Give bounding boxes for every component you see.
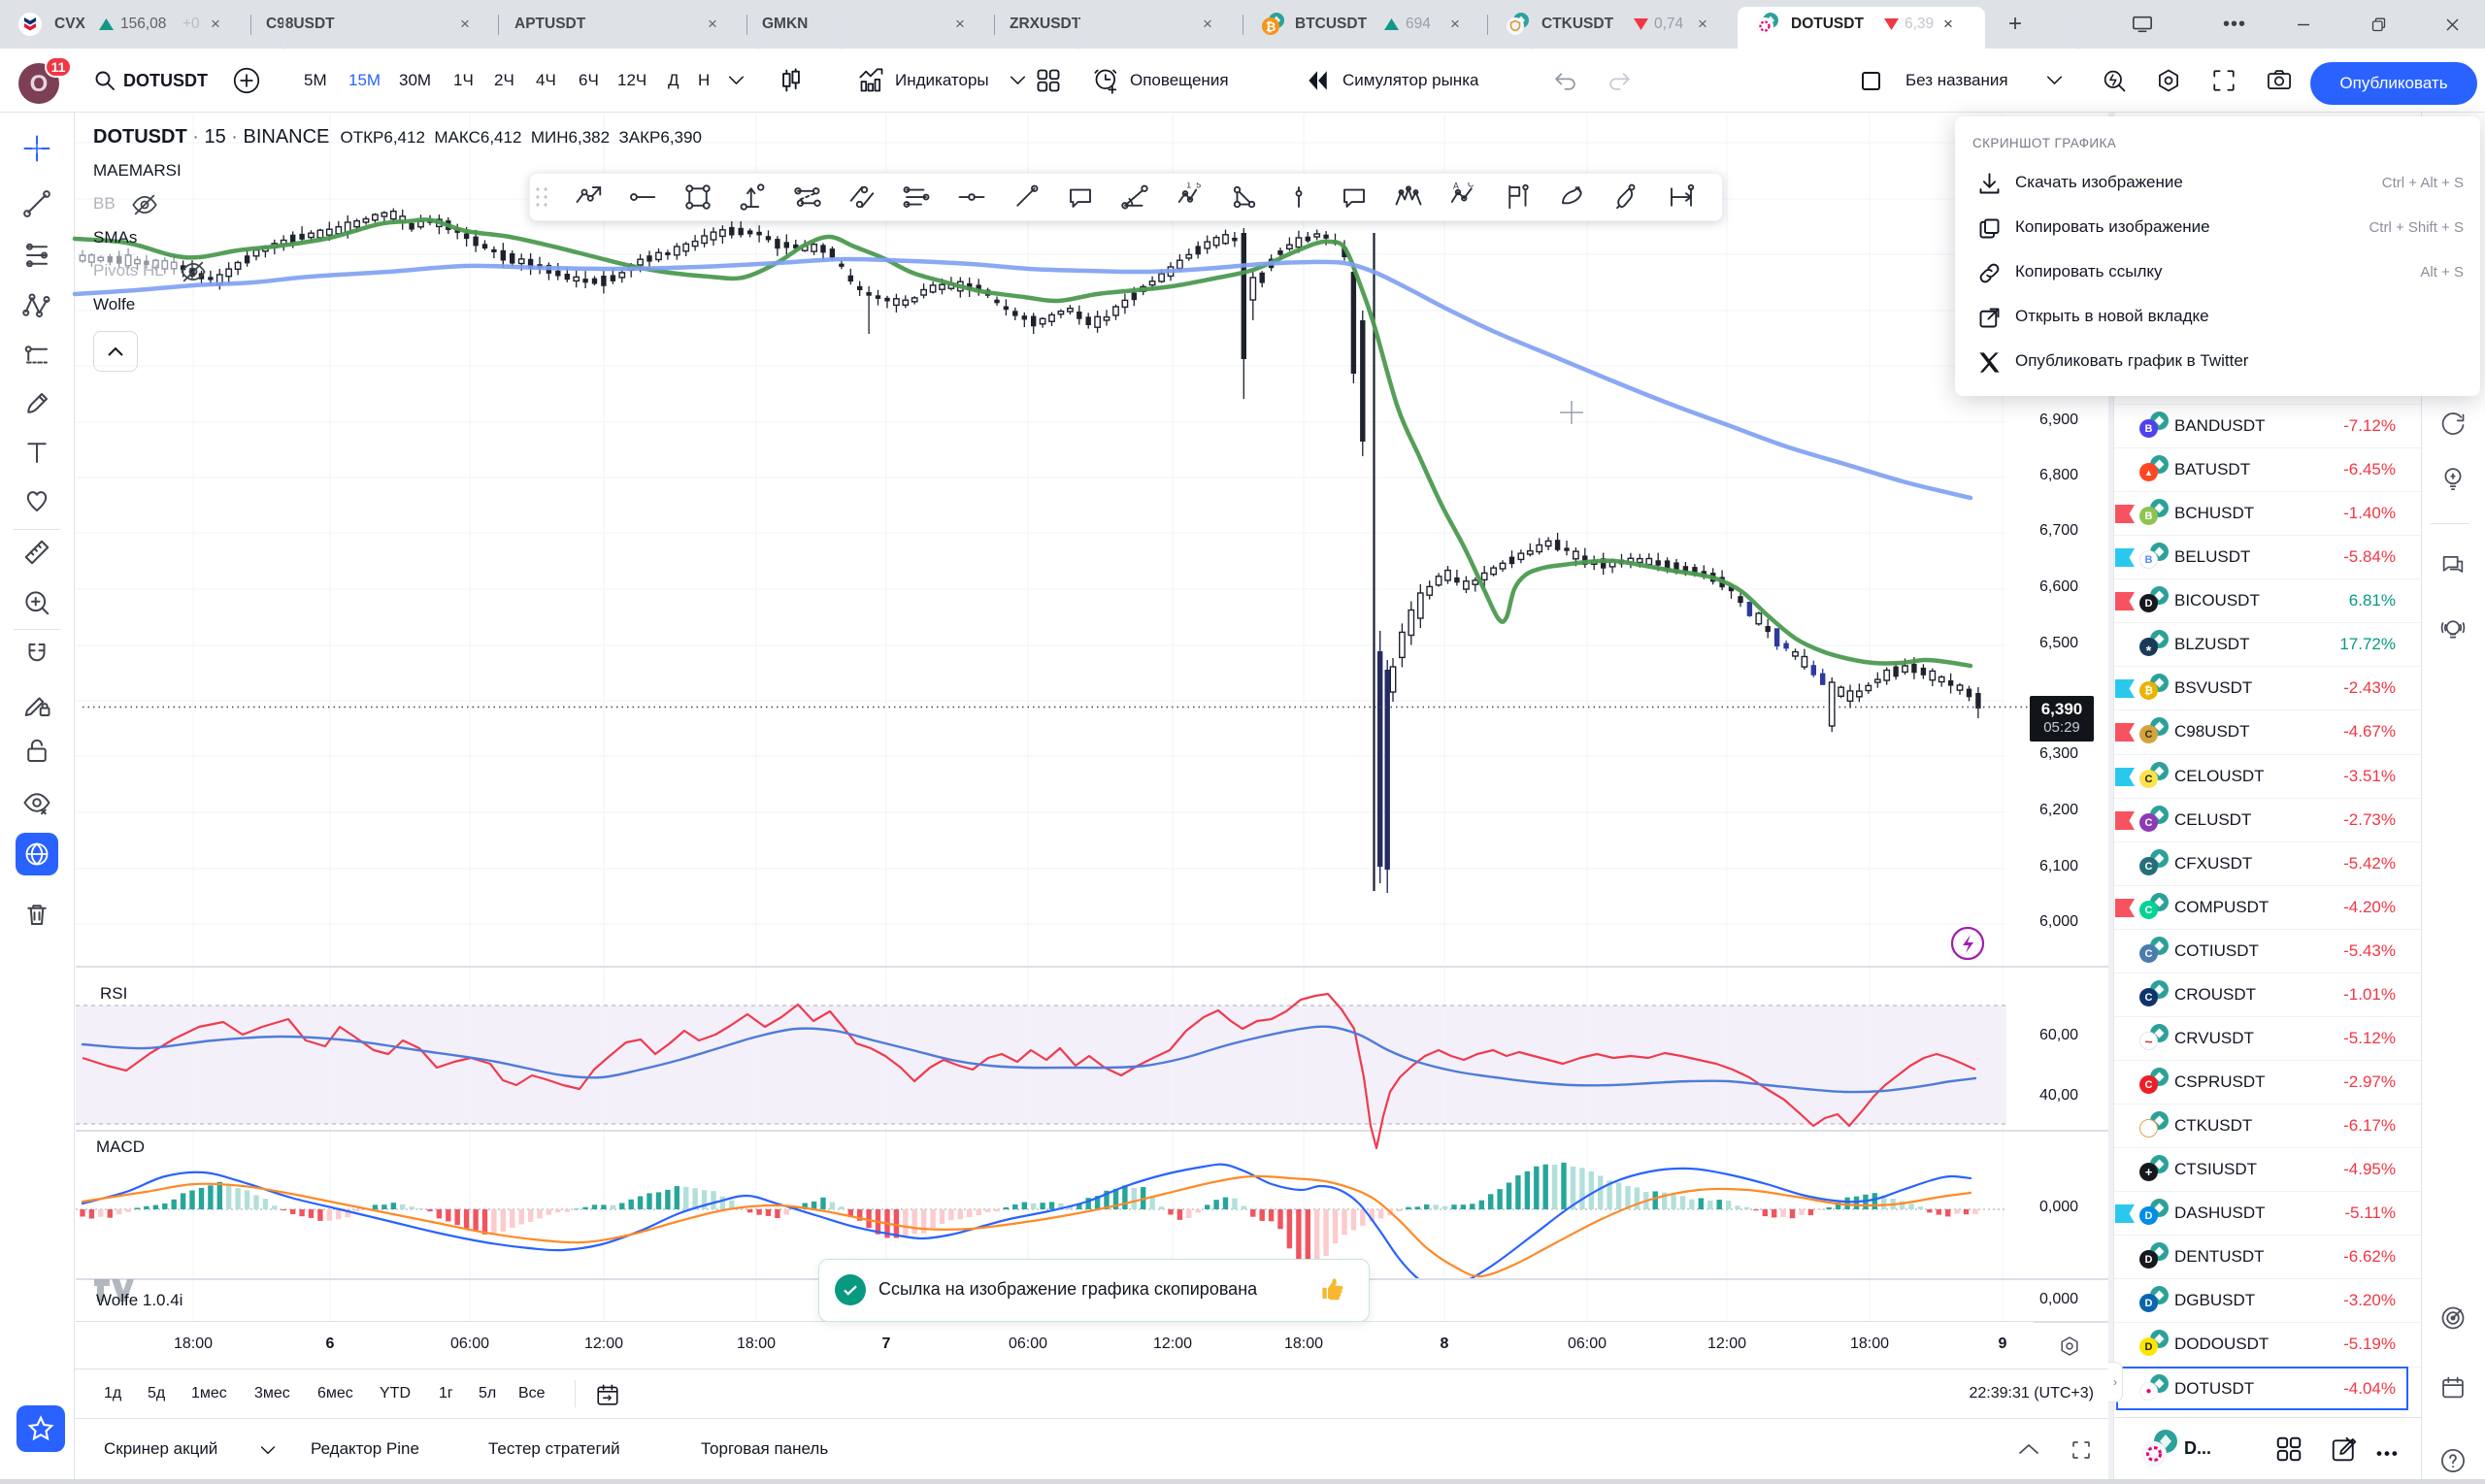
svg-text:O: O bbox=[30, 71, 49, 97]
svg-text:C: C bbox=[1468, 182, 1474, 188]
svg-text:₿: ₿ bbox=[1266, 19, 1276, 34]
svg-text:A: A bbox=[1453, 182, 1459, 190]
svg-text:1: 1 bbox=[1186, 182, 1191, 190]
svg-text:5: 5 bbox=[1196, 182, 1201, 190]
